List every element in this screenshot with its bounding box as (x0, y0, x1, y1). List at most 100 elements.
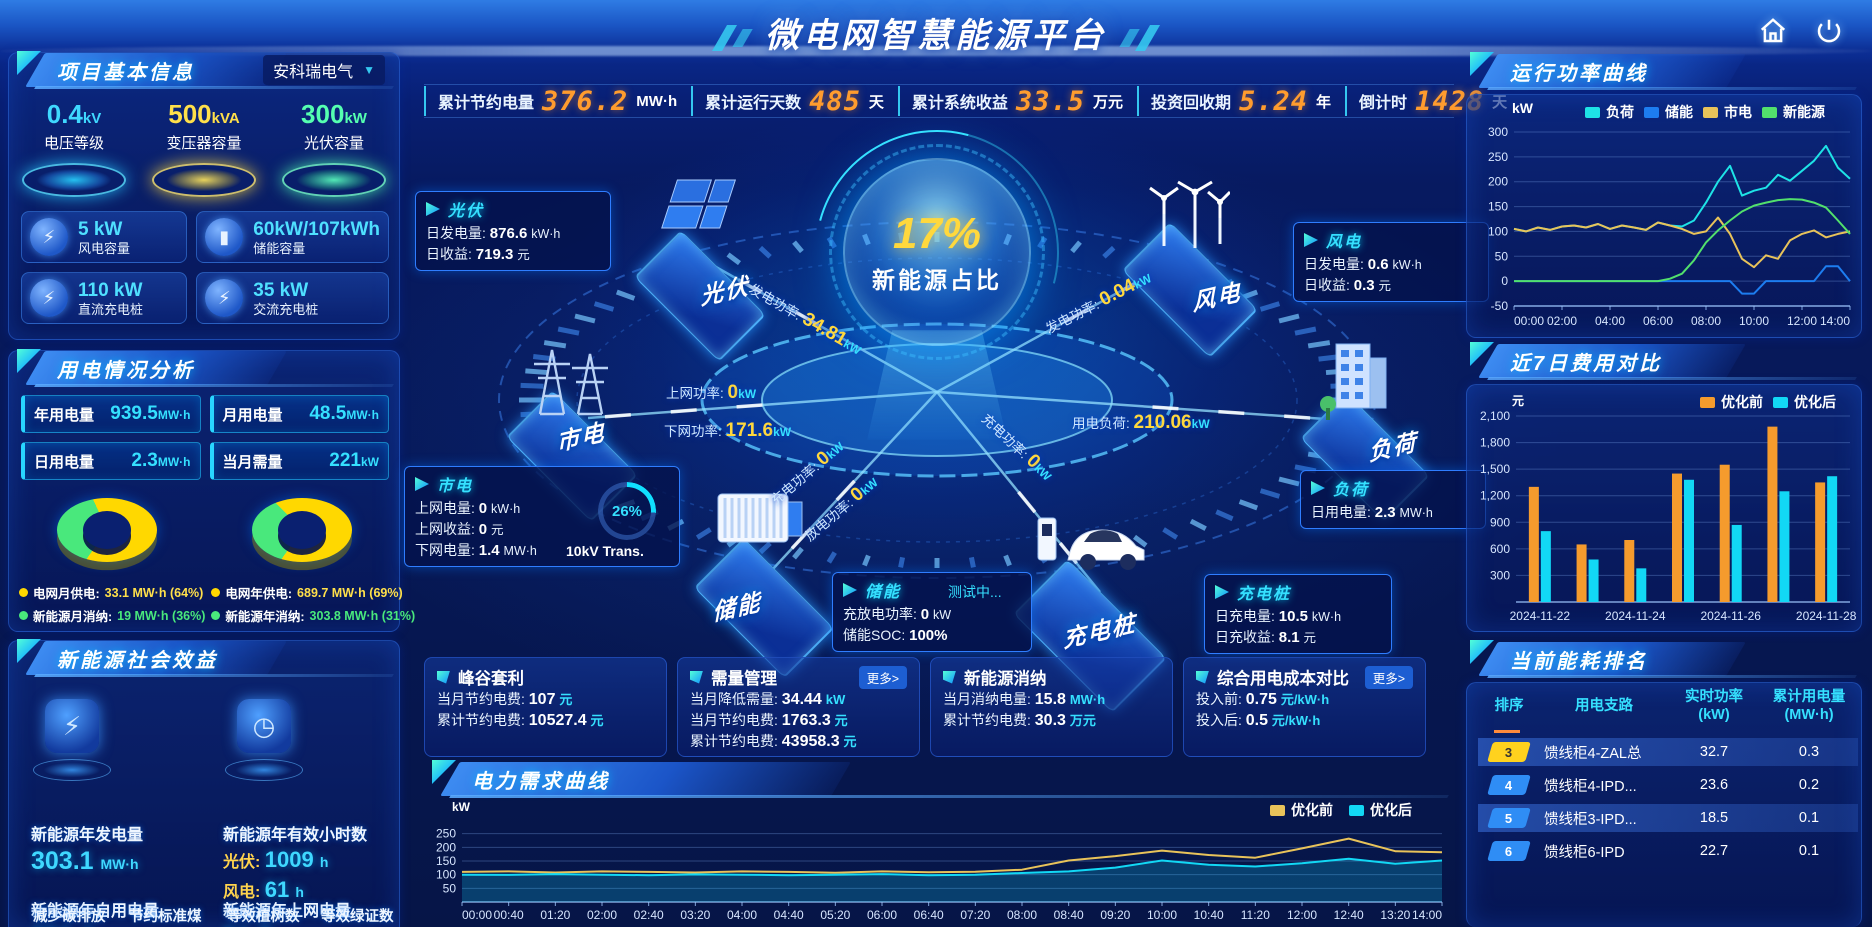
chip-value: 939.5MW·h (110, 403, 191, 424)
svg-text:100: 100 (436, 868, 456, 882)
legend-swatch (1585, 106, 1600, 118)
benefits-body: ⚡ ◷ 新能源年发电量 303.1 MW·h 新能源年有效小时数 光伏: 1009 h 风电… (9, 681, 399, 927)
realtime-power: 22.7 (1699, 843, 1729, 859)
svg-text:2024-11-26: 2024-11-26 (1700, 609, 1761, 623)
legend-value: 689.7 MW·h (69%) (297, 585, 403, 600)
pedestal-unit: kW (344, 110, 367, 127)
legend-swatch (1762, 106, 1777, 118)
svg-text:08:00: 08:00 (1007, 908, 1037, 922)
column-header: 累计用电量 (MW·h) (1772, 689, 1846, 723)
legend-item-市电[interactable]: 市电 (1703, 102, 1752, 122)
column-header: 用电支路 (1575, 698, 1633, 714)
panel-title: 项目基本信息 (57, 62, 195, 84)
arrow-icon (1215, 585, 1229, 599)
usage-chips: 年用电量 939.5MW·h 月用电量 48.5MW·h 日用电量 2.3MW·h 当月需量… (21, 395, 389, 480)
table-row[interactable]: 6 馈线柜6-IPD 22.7 0.1 (1478, 837, 1858, 865)
legend-item-优化前[interactable]: 优化前 (1270, 800, 1333, 820)
company-dropdown[interactable]: 安科瑞电气 ▼ (263, 55, 385, 85)
strip-stat[interactable]: 投资回收期 5.24 年 (1136, 86, 1345, 117)
svg-text:1,800: 1,800 (1480, 436, 1510, 450)
legend-item-储能[interactable]: 储能 (1644, 102, 1693, 122)
table-row[interactable]: 5 馈线柜3-IPD... 18.5 0.1 (1478, 804, 1858, 832)
legend-item-优化后[interactable]: 优化后 (1773, 392, 1836, 412)
legend-item-新能源[interactable]: 新能源 (1762, 102, 1825, 122)
legend-item: 新能源年消纳: 303.8 MW·h (31%) (211, 606, 415, 625)
wind-turbine-icon: ⚡ (30, 218, 68, 256)
info-box-wind: 风电 日发电量: 0.6 kW·h 日收益: 0.3 元 (1293, 222, 1489, 302)
panel-project-info: 项目基本信息 安科瑞电气 ▼ 0.4kV 电压等级 500kVA 变压器容量 300kW… (8, 51, 400, 340)
pedestal-value: 500kVA (168, 99, 240, 129)
panel-title: 用电情况分析 (57, 360, 195, 382)
table-row[interactable]: 4 馈线柜4-IPD... 23.6 0.2 (1478, 771, 1858, 799)
panel-title: 当前能耗排名 (1510, 651, 1648, 673)
banner-swoosh (0, 46, 1872, 56)
strip-stat-label: 倒计时 (1359, 95, 1408, 112)
home-icon[interactable] (1758, 16, 1788, 46)
donut-hole (277, 511, 326, 549)
info-box-title: 充电桩 (1237, 586, 1292, 603)
arrow-icon (843, 583, 857, 597)
strip-stat[interactable]: 累计节约电量 376.2 MW·h (424, 86, 691, 117)
svg-text:300: 300 (1488, 125, 1508, 139)
power-icon[interactable] (1814, 16, 1844, 46)
panel-title: 近7日费用对比 (1510, 353, 1663, 375)
legend-label: 电网月供电: (33, 587, 100, 601)
corner-icon (437, 670, 450, 684)
more-button[interactable]: 更多> (1364, 665, 1413, 689)
card-label: 风电容量 (78, 240, 131, 256)
legend-dot (211, 588, 221, 597)
legend-item-负荷[interactable]: 负荷 (1585, 102, 1634, 122)
svg-text:00:00: 00:00 (462, 908, 492, 922)
dc-charger-icon: ⚡ (30, 279, 68, 317)
legend-value: 33.1 MW·h (64%) (104, 585, 204, 600)
table-row[interactable]: 3 馈线柜4-ZAL总 32.7 0.3 (1478, 738, 1858, 766)
power-tower-icon (534, 349, 608, 416)
card-label: 储能容量 (253, 240, 306, 256)
card-value: 35 kW (253, 279, 309, 301)
benefit-gen-label: 新能源年发电量 (31, 827, 144, 844)
rank-badge: 6 (1487, 841, 1531, 861)
more-button[interactable]: 更多> (858, 665, 907, 689)
svg-text:07:20: 07:20 (960, 908, 990, 922)
strip-stat[interactable]: 累计系统收益 33.5 万元 (897, 86, 1137, 117)
kpi-title: 综合用电成本对比 (1217, 670, 1349, 688)
chip-value: 2.3MW·h (131, 450, 191, 471)
panel-title: 电力需求曲线 (472, 771, 610, 793)
legend-item-优化后[interactable]: 优化后 (1349, 800, 1412, 820)
legend-label: 新能源月消纳: (33, 610, 113, 624)
panel-title: 新能源社会效益 (57, 650, 218, 672)
benefit-grid-label: 新能源年上网电量 (223, 903, 352, 920)
branch-name: 馈线柜3-IPD... (1544, 811, 1637, 828)
panel-title: 运行功率曲线 (1510, 63, 1648, 85)
power-y-unit: kW (1512, 100, 1533, 116)
strip-stat[interactable]: 累计运行天数 485 天 (691, 86, 898, 117)
pedestal-unit: kV (82, 110, 102, 127)
building-icon (1320, 343, 1387, 420)
capacity-card: ⚡ 5 kW 风电容量 (21, 211, 188, 263)
column-header: 实时功率 (kW) (1685, 689, 1743, 723)
pedestal-变压器容量: 500kVA 变压器容量 (144, 99, 264, 197)
kpi-strip: 累计节约电量 376.2 MW·h 累计运行天数 485 天累计系统收益 33.5 万元 投资回… (424, 84, 1507, 118)
branch-name: 馈线柜4-ZAL总 (1544, 745, 1642, 762)
chip-label: 日用电量 (34, 453, 95, 471)
svg-text:200: 200 (436, 840, 456, 854)
info-box-row: 日收益: 0.3 元 (1304, 277, 1392, 294)
chip-unit: MW·h (346, 408, 379, 422)
svg-text:250: 250 (1488, 150, 1508, 164)
legend-item-优化前[interactable]: 优化前 (1700, 392, 1763, 412)
svg-text:04:00: 04:00 (727, 908, 757, 922)
info-box-row: 上网收益: 0 元 (415, 521, 504, 538)
benefit-trees-label: 等效植树数 (227, 909, 300, 925)
info-box-row: 日充电量: 10.5 kW·h (1215, 608, 1342, 625)
svg-text:150: 150 (1488, 200, 1508, 214)
legend-text: 市电 (1724, 104, 1752, 120)
kpi-row: 当月节约电费: 1763.3 元 (690, 712, 848, 729)
power-curve-chart: 300 250 200 150 100 50 0 -50 00:00 02:00 04:00 06:0… (1488, 125, 1851, 328)
card-label: 直流充电桩 (78, 301, 144, 317)
pedestal-电压等级: 0.4kV 电压等级 (14, 99, 134, 197)
pedestal-label: 变压器容量 (166, 135, 242, 152)
demand-legend: 优化前 优化后 (1270, 800, 1412, 820)
benefit-self-value: 251.4 MW·h (31, 923, 139, 927)
table-header: 排序 用电支路 实时功率 (kW) 累计用电量 (MW·h) (1478, 688, 1858, 724)
